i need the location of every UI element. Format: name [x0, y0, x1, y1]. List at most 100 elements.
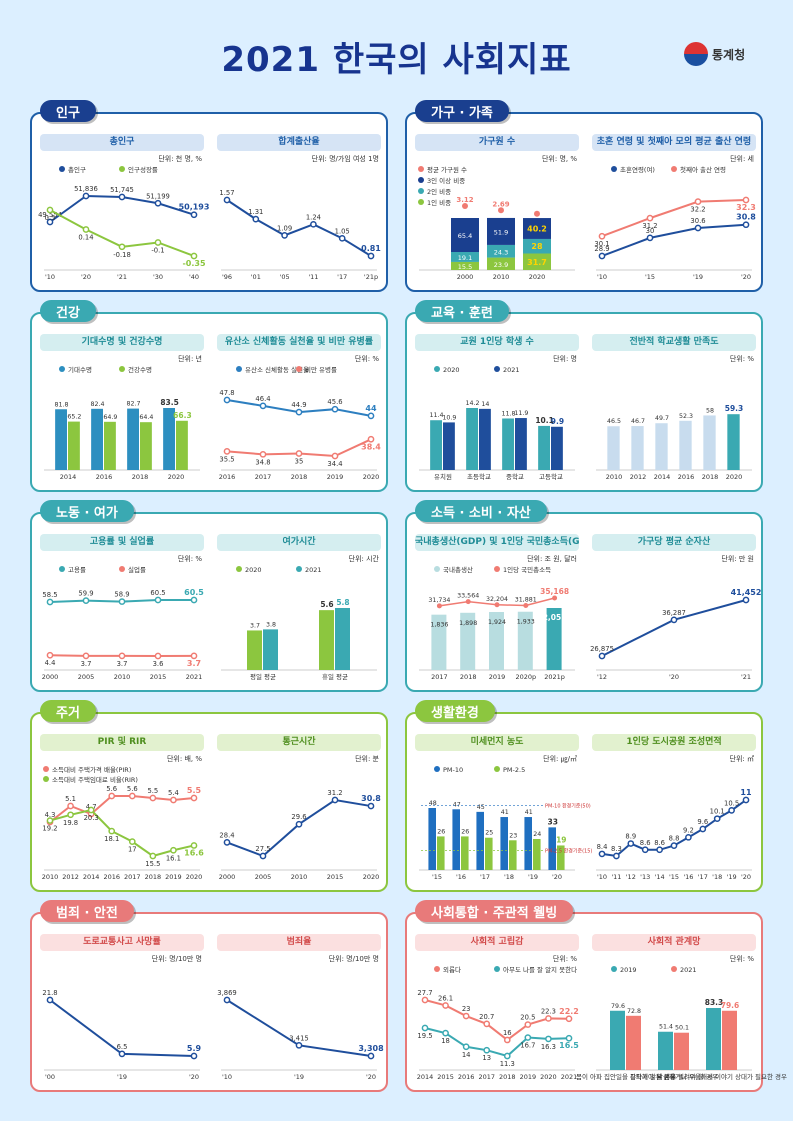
data-point — [149, 794, 157, 802]
x-tick-label: 몸이 아파 집안일을 부탁해야 할 경우 — [576, 1072, 676, 1081]
bar-value: 46.5 — [607, 418, 621, 425]
series-line — [49, 808, 195, 858]
legend-dot — [43, 766, 49, 772]
data-label: 19.8 — [63, 819, 78, 827]
x-tick-label: 2017 — [478, 1073, 495, 1081]
panel-title: 1인당 도시공원 조성면적 — [592, 734, 756, 751]
data-point — [281, 232, 288, 239]
data-point — [670, 842, 678, 849]
data-point — [149, 852, 157, 860]
data-label: 5.5 — [147, 787, 158, 795]
panel-title: 국내총생산(GDP) 및 1인당 국민총소득(GNI) — [415, 534, 579, 551]
data-point — [118, 243, 126, 251]
legend-dot — [59, 166, 65, 172]
unit-label: 단위: 명, % — [541, 155, 577, 163]
data-point — [436, 603, 442, 609]
bar-value: 11.8 — [502, 410, 516, 417]
x-tick-label: 2018 — [132, 473, 149, 481]
x-tick-label: '05 — [280, 273, 290, 281]
bar-value: 14.2 — [466, 400, 480, 407]
bar — [127, 408, 139, 470]
bar — [551, 426, 563, 470]
data-label: 46.4 — [255, 395, 270, 403]
bar — [500, 817, 508, 870]
bar-value: 65.4 — [458, 232, 472, 240]
data-point — [367, 412, 375, 420]
x-tick-label: 2018 — [499, 1073, 516, 1081]
x-tick-label: 2017 — [255, 473, 272, 481]
x-tick-label: '18 — [712, 873, 722, 881]
legend-label: 인구성장률 — [128, 165, 158, 174]
logo-emblem-icon — [684, 42, 708, 66]
legend-dot — [494, 966, 500, 972]
x-tick-label: '17 — [698, 873, 708, 881]
panel-title: 교원 1인당 학생 수 — [415, 334, 579, 351]
data-point — [252, 215, 260, 223]
section-tab: 사회통합 · 주관적 웰빙 — [415, 900, 574, 922]
data-label: 1.09 — [277, 224, 292, 232]
legend-label: 총인구 — [68, 165, 86, 174]
data-label: 19.5 — [417, 1032, 432, 1040]
data-point — [694, 198, 702, 205]
panel-p13: PIR 및 RIR 단위: 배, % 소득대비 주택가격 배율(PIR) 소득대비 주… — [40, 734, 204, 884]
x-tick-label: 2005 — [78, 673, 95, 681]
panel-title: 사회적 고립감 — [415, 934, 579, 951]
x-tick-label: 초등학교 — [467, 472, 491, 481]
data-label: 27.5 — [255, 845, 270, 853]
bar-value: 65.2 — [67, 414, 81, 421]
data-point — [421, 996, 429, 1004]
bar-value: 25 — [485, 830, 493, 837]
x-tick-label: 2021 — [186, 673, 203, 681]
data-point — [598, 232, 606, 240]
data-point — [259, 402, 267, 410]
unit-label: 단위: ㎡ — [729, 755, 754, 763]
x-tick-label: 2020 — [726, 473, 743, 481]
data-label: 3,415 — [289, 1034, 308, 1042]
data-label: 32,204 — [486, 596, 508, 603]
panel-p17: 도로교통사고 사망률 단위: 명/10만 명 '00 '19 '20 21.8 6.5 5.9 — [40, 934, 204, 1084]
panel-p6: 유산소 신체활동 실천율 및 비만 유병률 단위: % 유산소 신체활동 실천율 비만… — [217, 334, 381, 484]
data-label: 35 — [295, 457, 304, 465]
bar — [509, 840, 517, 870]
panel-p10: 여가시간 단위: 시간 2020 2021 3.7 3.8 평일 평균 5.6 5.8 휴일 평균 — [217, 534, 381, 684]
bar — [451, 218, 479, 253]
bar — [722, 1010, 737, 1070]
panel-title: 사회적 관계망 — [592, 934, 756, 951]
data-point — [190, 1052, 198, 1060]
bar — [335, 608, 350, 670]
bar — [631, 426, 644, 470]
data-label: 30.6 — [690, 217, 705, 225]
x-tick-label: '40 — [189, 273, 199, 281]
x-tick-label: 2014 — [417, 1073, 434, 1081]
bar-value: 1,924 — [488, 619, 506, 626]
x-tick-label: '21 — [741, 673, 751, 681]
data-label: 60.5 — [150, 589, 165, 597]
legend-dot — [611, 166, 617, 172]
x-tick-label: '21p — [364, 273, 378, 281]
x-tick-label: '10 — [222, 1073, 232, 1081]
panel-title: 기대수명 및 건강수명 — [40, 334, 204, 351]
bar-value: 64.4 — [139, 414, 153, 421]
bar-value: 50.1 — [675, 1025, 689, 1032]
data-label: 45.6 — [327, 398, 342, 406]
section-tab: 생활환경 — [415, 700, 495, 722]
bar — [655, 423, 668, 470]
bar-value: 48 — [429, 800, 437, 807]
bar — [523, 238, 551, 254]
legend-label: 소득대비 주택가격 배율(PIR) — [52, 765, 131, 774]
data-label: 9.6 — [697, 818, 708, 826]
data-point — [503, 1036, 511, 1044]
bar-value: 58 — [706, 407, 714, 414]
unit-label: 단위: % — [552, 955, 577, 963]
data-point — [170, 846, 177, 854]
legend-dot — [418, 177, 424, 183]
x-tick-label: 2020 — [168, 473, 185, 481]
bar — [461, 836, 469, 870]
data-label: 20.3 — [84, 814, 99, 822]
chart-svg: 총인구 인구성장률 '10 '20 '21 '30 '40 49,554 51,836 51,74… — [38, 165, 209, 281]
data-point — [742, 196, 750, 204]
data-label: 22.2 — [559, 1007, 579, 1016]
x-tick-label: '17 — [480, 873, 490, 881]
data-point — [367, 252, 375, 260]
data-label: 16.5 — [559, 1041, 579, 1050]
